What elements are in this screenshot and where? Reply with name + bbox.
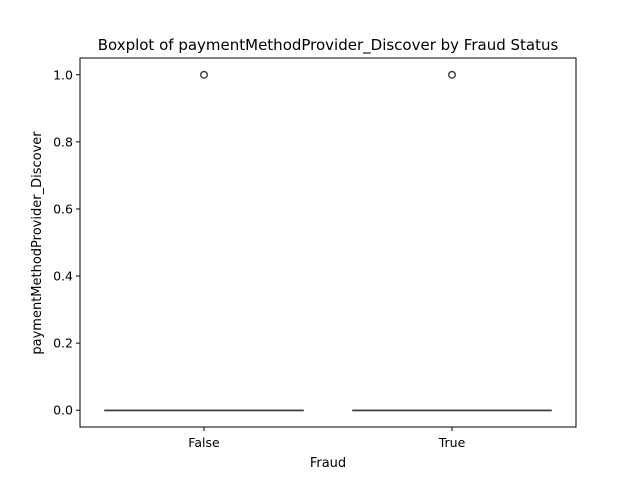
- x-axis-label: Fraud: [310, 456, 346, 471]
- y-tick-label: 1.0: [53, 67, 73, 82]
- plot-area: 0.0 0.2 0.4 0.6 0.8 1.0 False True: [53, 57, 577, 450]
- x-tick-label: True: [438, 435, 466, 450]
- x-tick-label: False: [188, 435, 220, 450]
- chart-title: Boxplot of paymentMethodProvider_Discove…: [98, 36, 559, 55]
- outlier-point-False: [199, 70, 209, 79]
- y-tick-label: 0.6: [53, 201, 73, 216]
- y-tick-label: 0.0: [53, 403, 73, 418]
- y-axis-label: paymentMethodProvider_Discover: [30, 131, 45, 355]
- plot-frame: [79, 57, 577, 428]
- y-tick-label: 0.4: [53, 269, 73, 284]
- y-tick-label: 0.8: [53, 134, 73, 149]
- outlier-point-True: [447, 70, 457, 79]
- y-tick-label: 0.2: [53, 336, 73, 351]
